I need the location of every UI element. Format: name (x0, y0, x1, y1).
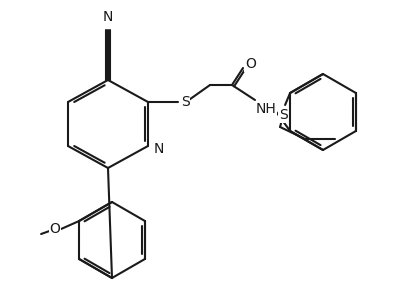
Text: S: S (181, 95, 190, 109)
Text: O: O (245, 57, 256, 71)
Text: O: O (49, 222, 60, 236)
Text: NH: NH (256, 102, 277, 116)
Text: S: S (279, 108, 288, 122)
Text: N: N (103, 10, 113, 24)
Text: N: N (154, 142, 164, 156)
